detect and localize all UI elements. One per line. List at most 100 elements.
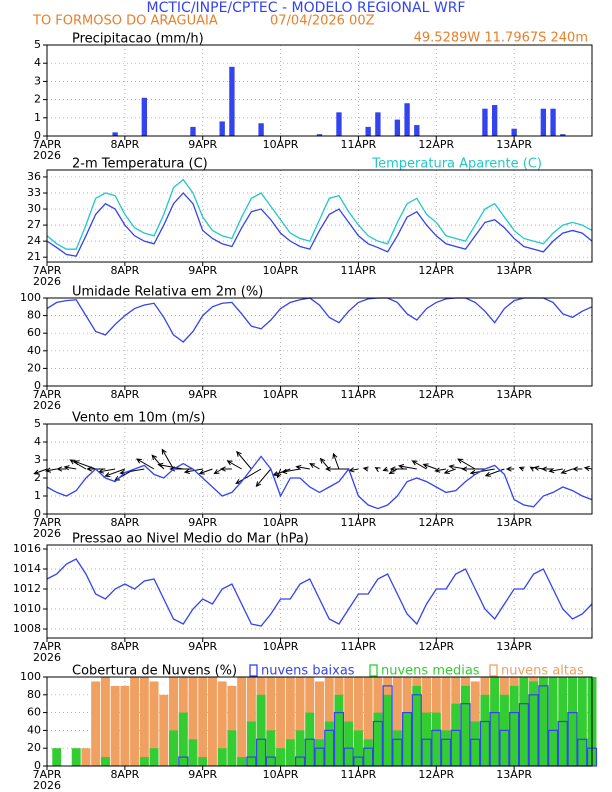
cloud-bar (149, 681, 159, 766)
x-tick-label: 9APR (188, 264, 217, 277)
cloud-bar (276, 677, 286, 766)
series-line (46, 192, 593, 257)
bar (511, 128, 517, 136)
wind-arrow (348, 467, 359, 473)
cloud-bar (256, 694, 266, 766)
y-tick-label: 1014 (13, 562, 41, 575)
y-tick-label: 40 (27, 344, 41, 357)
bar (492, 105, 498, 136)
cloud-bar (334, 694, 344, 766)
plot-frame (46, 169, 593, 263)
panel-title: 2-m Temperatura (C) (72, 157, 208, 172)
year-label: 2026 (33, 779, 61, 792)
wind-arrow (104, 468, 126, 478)
wind-arrow (63, 465, 77, 471)
y-tick-label: 33 (27, 186, 41, 199)
cloud-bar (266, 677, 276, 766)
cloud-bar (217, 748, 227, 766)
cloud-bar (392, 730, 402, 766)
cloud-bar (149, 748, 159, 766)
legend-label: nuvens medias (381, 664, 480, 679)
x-tick-label: 10APR (263, 388, 299, 401)
y-tick-label: 3 (34, 453, 41, 466)
cloud-bar (169, 677, 178, 766)
wind-arrow (457, 458, 476, 470)
y-tick-label: 27 (27, 218, 41, 231)
panel-title: Cobertura de Nuvens (%) (72, 664, 237, 679)
cloud-bar (188, 677, 198, 766)
wind-arrow (235, 468, 262, 484)
cloud-bar (246, 721, 256, 766)
x-tick-label: 13APR (496, 264, 532, 277)
cloud-bar (139, 757, 149, 766)
bar (219, 121, 225, 136)
wind-arrow (484, 468, 505, 477)
wind-arrow (98, 468, 116, 474)
wind-arrow (461, 466, 485, 472)
cloud-bar (548, 677, 558, 766)
bar (336, 112, 342, 136)
year-label: 2026 (33, 275, 61, 288)
y-tick-label: 100 (20, 291, 41, 304)
cloud-bar (315, 739, 324, 766)
wind-arrow (411, 460, 427, 470)
cloud-bar (91, 681, 101, 766)
cloud-bar (237, 757, 247, 766)
cloud-bar (100, 757, 110, 766)
wind-arrow (443, 468, 456, 475)
x-tick-label: 8APR (110, 768, 139, 781)
x-tick-label: 7APR (33, 640, 62, 653)
legend-label: Temperatura Aparente (C) (371, 157, 542, 172)
panel-title: Umidade Relativa em 2m (%) (72, 285, 263, 300)
cloud-bar (159, 694, 169, 766)
y-tick-label: 5 (34, 38, 41, 51)
cloud-bar (237, 677, 247, 766)
wind-arrow (434, 467, 447, 473)
x-tick-label: 9APR (188, 138, 217, 151)
y-tick-label: 1012 (13, 582, 41, 595)
bar (540, 108, 547, 136)
wind-arrow (135, 458, 155, 470)
x-tick-label: 8APR (110, 388, 139, 401)
y-tick-label: 40 (27, 723, 41, 736)
cloud-bar (315, 681, 324, 766)
cloud-bar (568, 677, 578, 766)
y-tick-label: 4 (34, 435, 41, 448)
cloud-bar (198, 757, 208, 766)
legend-label: nuvens altas (501, 664, 584, 679)
panel-title: Pressao ao Nivel Medio do Mar (hPa) (72, 532, 309, 547)
x-tick-label: 9APR (188, 768, 217, 781)
legend-swatch (489, 664, 498, 677)
x-tick-label: 8APR (110, 138, 139, 151)
x-tick-label: 8APR (110, 264, 139, 277)
y-tick-label: 24 (27, 234, 41, 247)
cloud-bar (207, 677, 217, 766)
y-tick-label: 1010 (13, 602, 41, 615)
cloud-bar (383, 694, 393, 766)
cloud-bar (227, 685, 237, 766)
year-label: 2026 (33, 527, 61, 540)
cloud-bar (402, 712, 412, 766)
wind-arrow (236, 450, 252, 470)
plot-frame (46, 423, 593, 515)
x-tick-label: 12APR (418, 388, 454, 401)
year-label: 2026 (33, 149, 61, 162)
y-tick-label: 0 (34, 507, 41, 520)
wind-arrow (332, 452, 340, 470)
x-tick-label: 12APR (418, 640, 454, 653)
wind-arrow (226, 460, 242, 470)
y-tick-label: 21 (27, 250, 41, 263)
wind-arrow (541, 466, 554, 472)
x-tick-label: 12APR (418, 768, 454, 781)
location: TO FORMOSO DO ARAGUAIA (32, 14, 218, 29)
wind-arrow (388, 468, 398, 475)
x-tick-label: 13APR (496, 640, 532, 653)
cloud-bar (441, 730, 451, 766)
cloud-bar (519, 677, 529, 766)
wind-arrow (255, 468, 272, 488)
bar (258, 123, 264, 136)
y-tick-label: 4 (34, 56, 41, 69)
wind-arrow (219, 466, 232, 472)
wind-arrow (281, 468, 301, 474)
bar (316, 134, 323, 136)
